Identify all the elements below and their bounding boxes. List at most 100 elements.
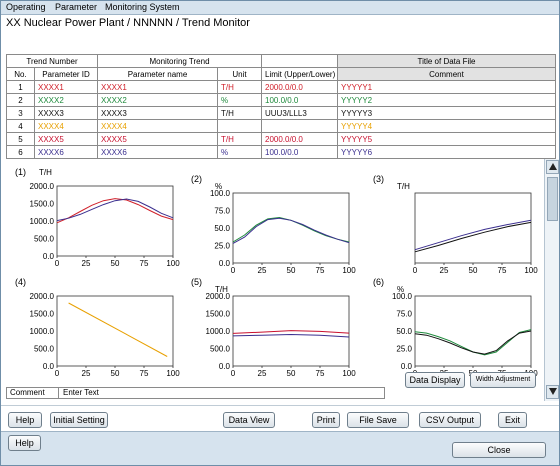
x-tick-label: 25 — [258, 266, 267, 275]
csv-output-button[interactable]: CSV Output — [419, 412, 481, 428]
trend-chart-3[interactable]: (3) T/H 0 25 50 75 100 — [363, 173, 539, 281]
file-save-button[interactable]: File Save — [347, 412, 409, 428]
bottom-help-button[interactable]: Help — [8, 435, 41, 451]
x-tick-label: 0 — [55, 369, 60, 378]
y-tick-label: 75.0 — [214, 207, 230, 216]
x-tick-label: 25 — [258, 369, 267, 378]
cell-limit: 2000.0/0.0 — [261, 80, 338, 94]
chart-svg: (5) T/H 0.0 500.0 1000.0 1500.0 2000.0 0 25 50 75 1… — [191, 277, 356, 378]
series-line-1 — [232, 330, 350, 334]
table-row[interactable]: 1 XXXX1 XXXX1 T/H 2000.0/0.0 YYYYY1 — [6, 80, 556, 94]
plot-frame — [414, 295, 532, 367]
y-tick-label: 2000.0 — [206, 292, 231, 301]
help-button[interactable]: Help — [8, 412, 42, 428]
y-tick-label: 1500.0 — [206, 310, 231, 319]
data-display-button[interactable]: Data Display — [405, 372, 465, 388]
print-button[interactable]: Print — [312, 412, 340, 428]
chart-label: (1) — [15, 167, 26, 177]
y-tick-label: 100.0 — [392, 292, 413, 301]
y-tick-label: 1500.0 — [30, 310, 55, 319]
x-tick-label: 100 — [166, 259, 180, 268]
vertical-scrollbar[interactable] — [544, 159, 559, 401]
chart-label: (2) — [191, 174, 202, 184]
menu-bar: Operating Parameter Monitoring System — [1, 1, 559, 15]
y-tick-label: 25.0 — [214, 242, 230, 251]
chart-svg: (4) 0.0 500.0 1000.0 1500.0 2000.0 0 25 50 75 100 — [15, 277, 180, 378]
cell-no: 5 — [6, 132, 35, 146]
menu-parameter[interactable]: Parameter — [55, 2, 98, 12]
cell-limit: 100.0/0.0 — [261, 93, 338, 107]
col-comment: Comment — [337, 67, 556, 81]
table-row[interactable]: 5 XXXX5 XXXX5 T/H 2000.0/0.0 YYYYY5 — [6, 132, 556, 146]
chart-unit: % — [215, 182, 222, 191]
header-blank — [261, 54, 338, 68]
series-line-2 — [56, 198, 174, 222]
series-line-2 — [414, 219, 532, 251]
y-tick-label: 1000.0 — [30, 217, 55, 226]
close-button[interactable]: Close — [452, 442, 546, 458]
exit-button[interactable]: Exit — [498, 412, 527, 428]
series-line-2 — [232, 217, 350, 244]
chart-unit: % — [397, 285, 404, 294]
trend-chart-4[interactable]: (4) 0.0 500.0 1000.0 1500.0 2000.0 0 25 50 75 100 — [5, 276, 181, 384]
cell-unit — [217, 119, 262, 133]
x-tick-label: 50 — [287, 266, 296, 275]
cell-no: 2 — [6, 93, 35, 107]
table-row[interactable]: 3 XXXX3 XXXX3 T/H UUU3/LLL3 YYYYY3 — [6, 106, 556, 120]
y-tick-label: 0.0 — [43, 252, 55, 261]
cell-parameter-id: XXXX3 — [34, 106, 98, 120]
arrow-up-icon — [548, 163, 557, 170]
scroll-down-button[interactable] — [546, 385, 559, 399]
plot-frame — [232, 192, 350, 264]
y-tick-label: 75.0 — [396, 310, 412, 319]
initial-setting-button[interactable]: Initial Setting — [50, 412, 108, 428]
series-line-2 — [232, 333, 350, 338]
col-no: No. — [6, 67, 35, 81]
x-tick-label: 0 — [231, 266, 236, 275]
plot-frame — [56, 295, 174, 367]
comment-row: Comment Enter Text — [6, 387, 385, 399]
table-row[interactable]: 6 XXXX6 XXXX6% 100.0/0.0 YYYYY6 — [6, 145, 556, 159]
menu-operating[interactable]: Operating — [6, 2, 46, 12]
scroll-up-button[interactable] — [546, 160, 559, 174]
x-tick-label: 50 — [287, 369, 296, 378]
x-tick-label: 0 — [55, 259, 60, 268]
y-tick-label: 1000.0 — [30, 327, 55, 336]
scroll-thumb[interactable] — [547, 177, 558, 221]
x-tick-label: 25 — [82, 369, 91, 378]
cell-parameter-id: XXXX4 — [34, 119, 98, 133]
cell-limit — [261, 119, 338, 133]
x-tick-label: 0 — [231, 369, 236, 378]
series-line-2 — [414, 330, 532, 355]
comment-input[interactable]: Enter Text — [63, 388, 99, 397]
table-row[interactable]: 4 XXXX4 XXXX4 YYYYY4 — [6, 119, 556, 133]
plot-frame — [56, 185, 174, 257]
width-adjustment-button[interactable]: Width Adjustment — [470, 372, 536, 388]
y-tick-label: 1500.0 — [30, 200, 55, 209]
data-view-button[interactable]: Data View — [223, 412, 275, 428]
cell-parameter-id: XXXX2 — [34, 93, 98, 107]
y-tick-label: 0.0 — [43, 362, 55, 371]
cell-comment: YYYYY6 — [337, 145, 556, 159]
x-tick-label: 75 — [316, 369, 325, 378]
table-row[interactable]: 2 XXXX2 XXXX2% 100.0/0.0 YYYYY2 — [6, 93, 556, 107]
menu-monitoring-system[interactable]: Monitoring System — [105, 2, 180, 12]
header-title-of-data-file: Title of Data File — [337, 54, 556, 68]
x-tick-label: 50 — [469, 266, 478, 275]
trend-chart-2[interactable]: (2)% 0.0 25.0 50.0 75.0 100.0 0 25 50 75 100 — [181, 173, 357, 281]
page-title: XX Nuclear Power Plant / NNNNN / Trend M… — [6, 17, 250, 29]
cell-parameter-name: XXXX3 — [97, 106, 218, 120]
cell-no: 1 — [6, 80, 35, 94]
y-tick-label: 1000.0 — [206, 327, 231, 336]
cell-parameter-name: XXXX5 — [97, 132, 218, 146]
cell-comment: YYYYY2 — [337, 93, 556, 107]
trend-chart-5[interactable]: (5) T/H 0.0 500.0 1000.0 1500.0 2000.0 0 25 50 75 1… — [181, 276, 357, 384]
trend-chart-1[interactable]: (1) T/H 0.0 500.0 1000.0 1500.0 2000.0 0 25 50 75 1… — [5, 166, 181, 274]
y-tick-label: 500.0 — [34, 235, 55, 244]
x-tick-label: 75 — [140, 259, 149, 268]
col-parameter-name: Parameter name — [97, 67, 218, 81]
x-tick-label: 100 — [342, 266, 356, 275]
cell-limit: UUU3/LLL3 — [261, 106, 338, 120]
